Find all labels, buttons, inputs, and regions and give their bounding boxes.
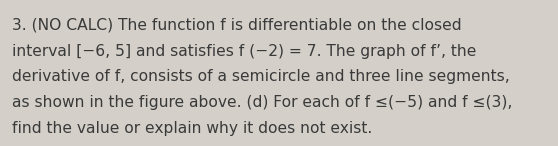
Text: find the value or explain why it does not exist.: find the value or explain why it does no… (12, 121, 373, 137)
Text: as shown in the figure above. (d) For each of f ≤(−5) and f ≤(3),: as shown in the figure above. (d) For ea… (12, 95, 513, 111)
Text: interval [−6, 5] and satisfies f (−2) = 7. The graph of f’, the: interval [−6, 5] and satisfies f (−2) = … (12, 44, 477, 59)
Text: derivative of f, consists of a semicircle and three line segments,: derivative of f, consists of a semicircl… (12, 69, 510, 85)
Text: 3. (NO CALC) The function f is differentiable on the closed: 3. (NO CALC) The function f is different… (12, 18, 462, 33)
